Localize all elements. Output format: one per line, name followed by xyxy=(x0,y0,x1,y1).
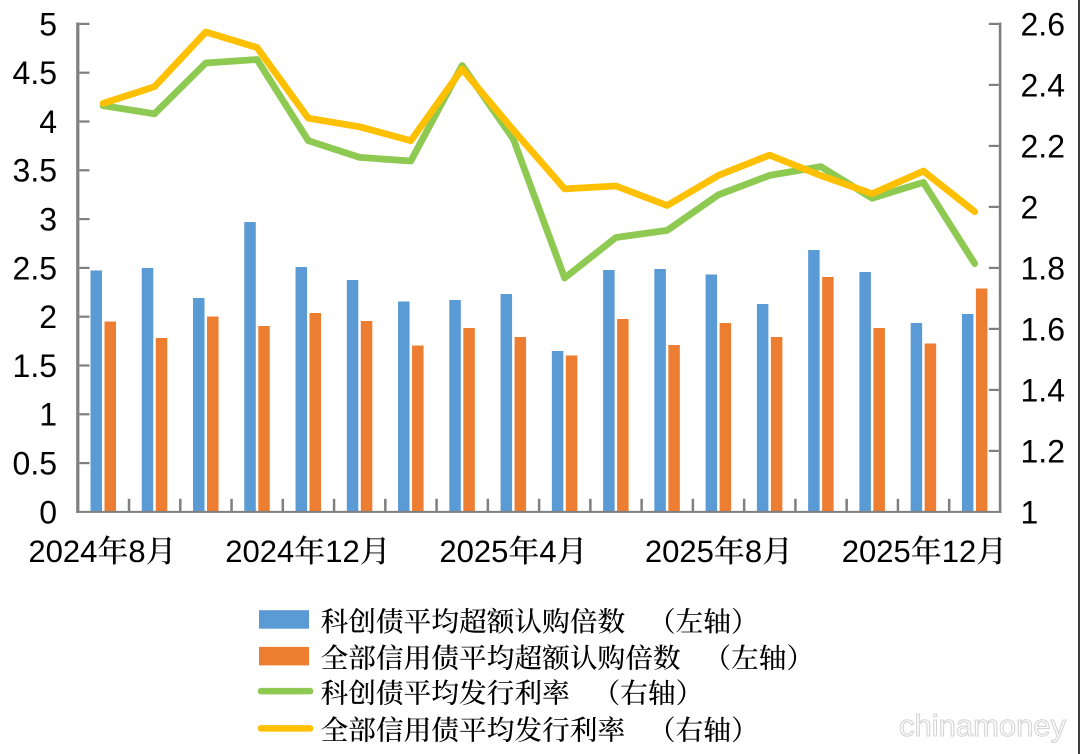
svg-text:1.8: 1.8 xyxy=(1021,250,1065,286)
svg-text:2: 2 xyxy=(1021,189,1039,225)
svg-text:5: 5 xyxy=(39,6,57,42)
svg-text:1.6: 1.6 xyxy=(1021,311,1065,347)
svg-text:1.2: 1.2 xyxy=(1021,433,1065,469)
svg-text:4: 4 xyxy=(39,104,57,140)
svg-text:3.5: 3.5 xyxy=(13,153,57,189)
svg-text:2.2: 2.2 xyxy=(1021,128,1065,164)
svg-text:chinamoney: chinamoney xyxy=(899,708,1067,743)
svg-text:2: 2 xyxy=(39,299,57,335)
svg-text:0.5: 0.5 xyxy=(13,446,57,482)
svg-text:1.5: 1.5 xyxy=(13,348,57,384)
svg-text:0: 0 xyxy=(39,494,57,530)
svg-text:1.4: 1.4 xyxy=(1021,372,1065,408)
svg-text:2.4: 2.4 xyxy=(1021,67,1065,103)
svg-text:1: 1 xyxy=(1021,494,1039,530)
svg-text:2.6: 2.6 xyxy=(1021,6,1065,42)
svg-text:4.5: 4.5 xyxy=(13,55,57,91)
svg-text:1: 1 xyxy=(39,397,57,433)
svg-text:3: 3 xyxy=(39,202,57,238)
svg-text:2.5: 2.5 xyxy=(13,250,57,286)
